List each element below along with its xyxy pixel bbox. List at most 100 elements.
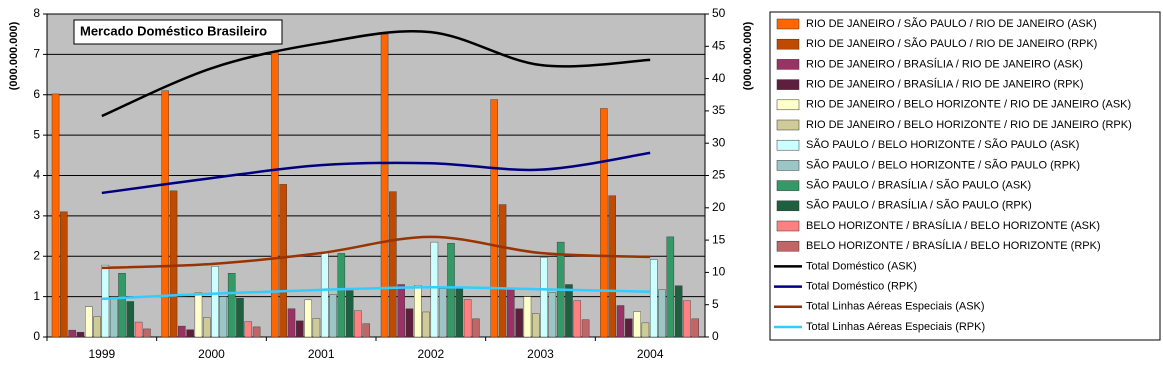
legend-label: SÃO PAULO / BRASÍLIA / SÃO PAULO (RPK) — [806, 199, 1032, 212]
bar — [608, 195, 616, 338]
bar — [354, 310, 362, 338]
bar — [337, 253, 346, 338]
y2-tick-label: 40 — [712, 71, 726, 85]
line — [101, 235, 651, 270]
legend-swatch — [776, 119, 800, 131]
bar — [126, 301, 135, 338]
bar — [271, 52, 279, 338]
legend-swatch — [776, 180, 800, 191]
bar — [515, 308, 523, 338]
bar — [523, 296, 532, 338]
bar — [430, 241, 439, 338]
x-tick-label: 1999 — [88, 347, 115, 361]
legend-label: BELO HORIZONTE / BRASÍLIA / BELO HORIZON… — [806, 239, 1101, 252]
legend-label: Total Doméstico (ASK) — [806, 260, 917, 272]
bar — [600, 108, 608, 338]
y-tick-label: 0 — [33, 329, 40, 343]
bar — [666, 236, 675, 338]
line — [101, 151, 651, 195]
y-tick-label: 3 — [33, 208, 40, 222]
bar — [85, 306, 93, 338]
bar — [641, 322, 650, 338]
bar — [202, 317, 211, 338]
legend-label: SÃO PAULO / BELO HORIZONTE / SÃO PAULO (… — [806, 138, 1079, 151]
bar — [312, 318, 321, 338]
bar — [178, 325, 186, 338]
bar — [455, 288, 464, 338]
bar — [540, 257, 548, 338]
y2-tick-label: 20 — [712, 200, 726, 214]
bar — [573, 300, 582, 338]
y2-tick-label: 30 — [712, 135, 726, 149]
legend-swatch — [776, 200, 800, 212]
bar — [405, 308, 414, 338]
bar — [51, 93, 60, 338]
bar — [109, 296, 118, 338]
x-tick-label: 2003 — [527, 347, 554, 361]
legend-label: RIO DE JANEIRO / BRASÍLIA / RIO DE JANEI… — [806, 57, 1083, 70]
bar — [438, 288, 447, 338]
y-tick-label: 4 — [33, 168, 40, 182]
legend-swatch — [776, 99, 800, 111]
bar — [658, 289, 666, 338]
legend-label: BELO HORIZONTE / BRASÍLIA / BELO HORIZON… — [806, 219, 1100, 232]
title-box — [73, 19, 283, 45]
chart-title: Mercado Doméstico Brasileiro — [80, 23, 267, 38]
bar — [674, 285, 683, 338]
bar — [616, 305, 625, 338]
bar — [463, 299, 472, 338]
y-tick-label: 6 — [33, 87, 40, 101]
legend-swatch — [776, 139, 800, 151]
y2-tick-label: 45 — [712, 38, 726, 52]
x-tick-label: 2004 — [637, 347, 664, 361]
bar — [161, 90, 169, 338]
y-tick-label: 5 — [33, 127, 40, 141]
bar — [414, 285, 422, 338]
y2-tick-label: 15 — [712, 232, 726, 246]
x-tick-label: 2000 — [198, 347, 225, 361]
bar — [649, 259, 658, 338]
legend-label: RIO DE JANEIRO / SÃO PAULO / RIO DE JANE… — [806, 37, 1097, 50]
bar — [625, 318, 633, 338]
legend-label: Total Linhas Aéreas Especiais (RPK) — [806, 321, 985, 333]
bar — [252, 326, 261, 338]
y2-tick-label: 10 — [712, 265, 726, 279]
bar — [186, 329, 194, 338]
legend-label: SÃO PAULO / BRASÍLIA / SÃO PAULO (ASK) — [806, 179, 1031, 192]
bar — [279, 184, 287, 338]
bar — [507, 288, 515, 338]
legend-label: RIO DE JANEIRO / BRASÍLIA / RIO DE JANEI… — [806, 78, 1084, 91]
bar — [490, 99, 498, 338]
y2-tick-label: 0 — [712, 329, 719, 343]
bar — [296, 320, 304, 338]
bar — [143, 328, 151, 338]
legend-box — [769, 11, 1161, 341]
bar — [345, 290, 354, 338]
bar — [531, 313, 540, 338]
bar — [169, 190, 178, 338]
y-tick-label: 2 — [33, 248, 40, 262]
bar — [691, 318, 700, 338]
y2-tick-label: 35 — [712, 103, 726, 117]
bar — [304, 299, 312, 338]
bar — [76, 331, 85, 338]
bar — [68, 329, 76, 338]
bar — [389, 191, 397, 338]
bar — [498, 204, 507, 338]
legend-swatch — [776, 220, 800, 232]
bar — [548, 292, 557, 338]
legend-swatch — [776, 79, 800, 90]
bar — [380, 33, 389, 338]
bar — [633, 311, 641, 338]
y-axis-label: (000.000.000) — [8, 21, 20, 90]
y2-tick-label: 25 — [712, 168, 726, 182]
line — [101, 29, 651, 118]
bar — [93, 316, 101, 338]
bar — [422, 311, 430, 338]
bar — [565, 284, 573, 338]
legend-label: RIO DE JANEIRO / SÃO PAULO / RIO DE JANE… — [806, 17, 1097, 30]
bar — [236, 298, 244, 338]
legend-swatch — [776, 59, 800, 70]
bar — [287, 308, 296, 338]
bar — [397, 284, 405, 338]
